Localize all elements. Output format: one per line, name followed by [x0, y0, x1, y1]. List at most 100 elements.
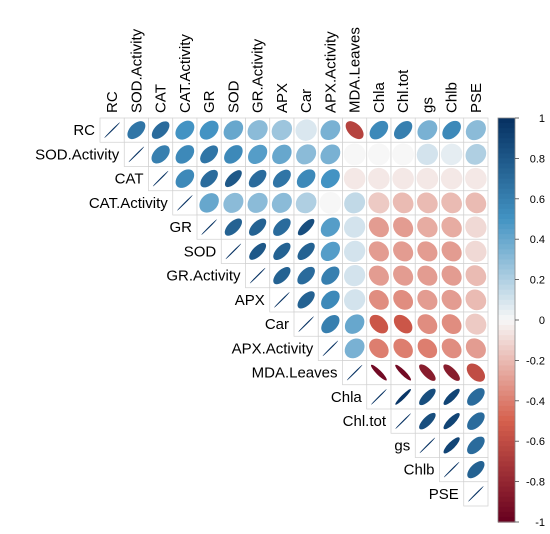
cell-CAT.Activity-Car: [293, 190, 319, 216]
cell-RC-APX: [269, 117, 295, 143]
row-label-APX.Activity: APX.Activity: [232, 340, 314, 357]
cell-CAT-SOD: [220, 166, 246, 192]
correlation-ellipse: [200, 145, 219, 164]
correlation-ellipse: [224, 145, 243, 164]
row-label-CAT: CAT: [115, 171, 144, 188]
colorbar-segment: [498, 259, 515, 266]
cell-RC-CAT: [148, 117, 174, 143]
column-label-PSE: PSE: [468, 83, 485, 113]
correlation-ellipse: [343, 143, 366, 166]
correlation-ellipse: [465, 167, 487, 190]
cell-APX.Activity-MDA.Leaves: [342, 335, 368, 361]
cell-SOD.Activity-GR.Activity: [245, 141, 271, 167]
cell-APX-PSE: [463, 287, 489, 313]
cell-SOD-MDA.Leaves: [342, 238, 368, 264]
correlation-ellipse: [127, 121, 146, 140]
correlation-ellipse: [272, 169, 291, 188]
row-label-Chl.tot: Chl.tot: [343, 413, 387, 430]
correlation-ellipse: [297, 266, 315, 285]
cell-RC-PSE: [463, 117, 489, 143]
cell-PSE-PSE: [463, 481, 489, 507]
cell-APX-Chl.tot: [390, 287, 416, 313]
colorbar-segment: [498, 350, 515, 356]
correlation-ellipse: [442, 120, 461, 140]
correlation-ellipse: [441, 192, 462, 214]
colorbar-segment: [498, 415, 515, 422]
cell-gs-gs: [414, 432, 440, 458]
cell-GR.Activity-Car: [293, 263, 319, 289]
correlation-ellipse: [199, 193, 219, 213]
correlation-ellipse: [392, 192, 414, 214]
cell-Car-Chla: [366, 311, 392, 337]
cell-SOD.Activity-Chl.tot: [390, 141, 416, 167]
cell-APX-Car: [293, 287, 319, 313]
column-labels: RC SOD.Activity CAT CAT.Activity GR SOD GR.Act…: [104, 27, 485, 113]
correlation-ellipse: [417, 192, 438, 214]
column-label-Chl.tot: Chl.tot: [395, 69, 412, 113]
column-label-GR: GR: [201, 90, 218, 113]
correlation-ellipse: [247, 192, 268, 213]
correlation-ellipse: [320, 241, 340, 261]
cell-SOD.Activity-CAT.Activity: [172, 141, 198, 167]
correlation-ellipse: [368, 192, 390, 214]
cell-CAT-Chlb: [439, 166, 465, 192]
column-label-APX: APX: [274, 83, 291, 113]
correlation-ellipse: [416, 143, 439, 166]
correlation-ellipse: [395, 413, 411, 429]
cell-CAT-APX: [269, 166, 295, 192]
correlation-ellipse: [344, 192, 366, 214]
colorbar-segment: [498, 486, 515, 493]
correlation-ellipse: [466, 363, 486, 382]
correlation-ellipse: [344, 338, 365, 359]
cell-RC-Chla: [366, 117, 392, 143]
cell-CAT.Activity-Chlb: [439, 190, 465, 216]
cell-GR-APX: [269, 214, 295, 240]
correlation-ellipse: [152, 170, 169, 187]
colorbar-segment: [498, 163, 515, 170]
correlation-ellipse: [419, 437, 436, 454]
colorbar-segment: [498, 340, 515, 346]
cell-SOD.Activity-Car: [293, 141, 319, 167]
row-label-SOD: SOD: [184, 243, 217, 260]
correlation-ellipse: [321, 266, 340, 285]
colorbar-segment: [498, 153, 515, 159]
colorbar-segment: [498, 244, 515, 250]
correlation-ellipse: [417, 338, 438, 359]
correlation-ellipse: [343, 216, 366, 238]
cell-CAT.Activity-GR.Activity: [245, 190, 271, 216]
colorbar-segment: [498, 173, 515, 180]
colorbar-segment: [498, 133, 515, 139]
cell-GR.Activity-APX: [269, 263, 295, 289]
correlation-ellipse: [297, 218, 315, 236]
cell-GR-GR: [196, 214, 222, 240]
colorbar-segment: [498, 219, 515, 225]
colorbar-segment: [498, 471, 515, 478]
cell-APX.Activity-Chl.tot: [390, 335, 416, 361]
correlation-ellipse: [393, 217, 414, 238]
correlation-ellipse: [368, 265, 389, 286]
correlation-ellipse: [393, 241, 414, 262]
cell-SOD.Activity-SOD.Activity: [123, 141, 149, 167]
colorbar-segment: [498, 511, 515, 518]
cell-SOD-Chlb: [439, 238, 465, 264]
colorbar-segment: [498, 193, 515, 200]
column-label-RC: RC: [104, 91, 121, 113]
row-label-MDA.Leaves: MDA.Leaves: [252, 365, 338, 382]
cell-RC-APX.Activity: [317, 117, 343, 143]
cell-GR-PSE: [463, 214, 489, 240]
correlation-ellipse: [298, 316, 314, 332]
correlation-ellipse: [151, 145, 170, 164]
column-label-APX.Activity: APX.Activity: [322, 31, 339, 113]
column-label-CAT.Activity: CAT.Activity: [177, 34, 194, 113]
cell-SOD.Activity-Chlb: [439, 141, 465, 167]
cell-SOD.Activity-APX.Activity: [317, 141, 343, 167]
colorbar-segment: [498, 158, 515, 165]
row-label-PSE: PSE: [429, 486, 459, 503]
cell-SOD-APX: [269, 238, 295, 264]
correlation-ellipse: [417, 216, 438, 238]
cell-CAT.Activity-APX: [269, 190, 295, 216]
correlation-ellipse: [443, 413, 460, 430]
colorbar-segment: [498, 476, 515, 483]
correlation-ellipse: [249, 267, 266, 284]
cell-SOD.Activity-Chla: [366, 141, 392, 167]
